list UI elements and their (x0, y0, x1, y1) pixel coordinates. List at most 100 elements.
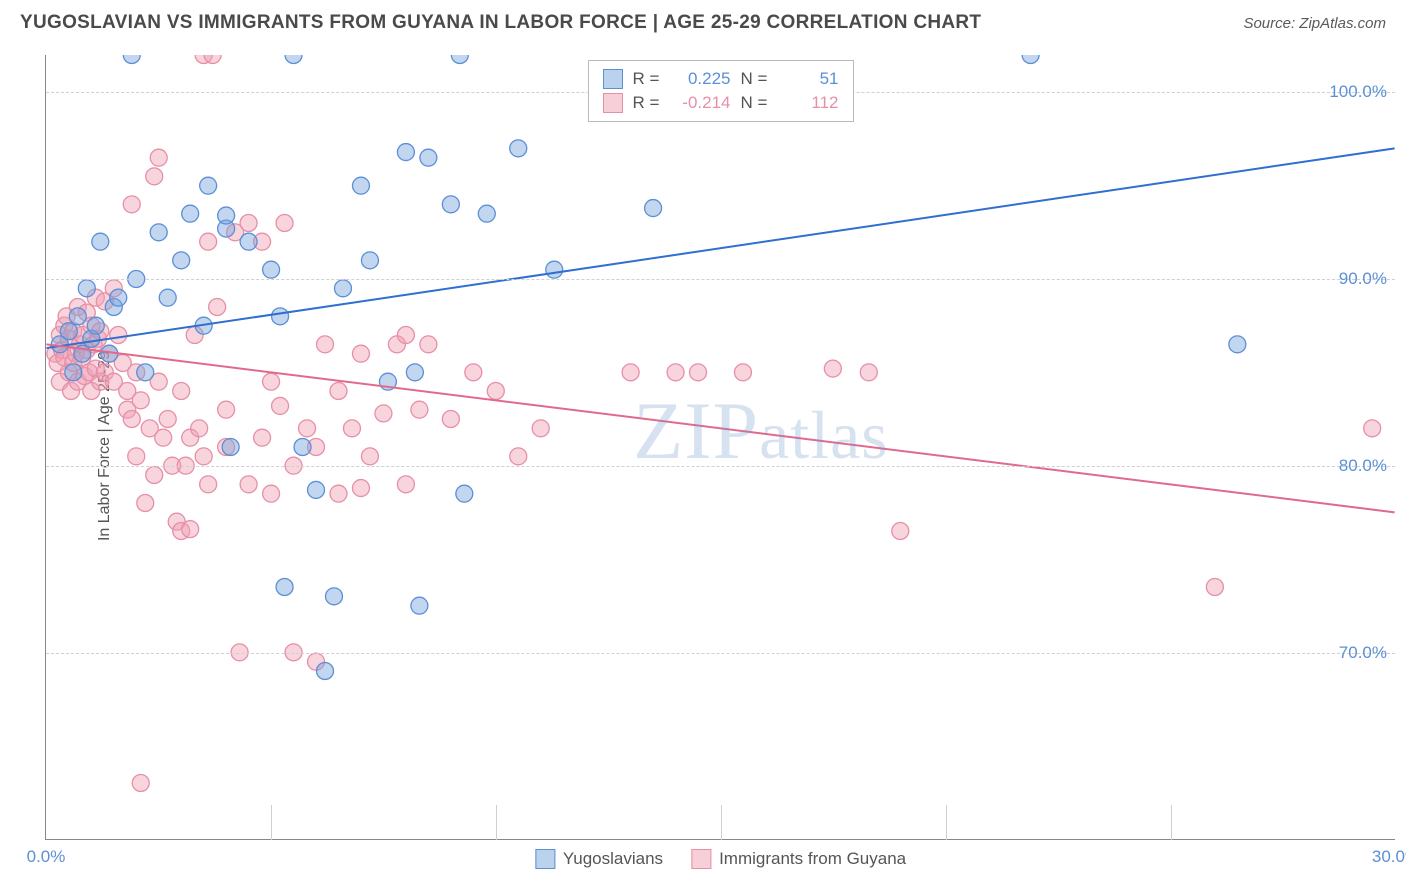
data-point (123, 55, 140, 63)
data-point (645, 200, 662, 217)
legend-item-a: Yugoslavians (535, 849, 663, 869)
data-point (276, 579, 293, 596)
data-point (892, 523, 909, 540)
data-point (442, 196, 459, 213)
swatch-blue-icon (603, 69, 623, 89)
data-point (510, 140, 527, 157)
data-point (361, 252, 378, 269)
data-point (397, 476, 414, 493)
data-point (173, 383, 190, 400)
data-point (240, 215, 257, 232)
data-point (272, 397, 289, 414)
gridline-h (46, 653, 1395, 654)
data-point (159, 289, 176, 306)
data-point (87, 317, 104, 334)
data-point (1022, 55, 1039, 63)
data-point (411, 401, 428, 418)
legend-item-b: Immigrants from Guyana (691, 849, 906, 869)
data-point (218, 207, 235, 224)
data-point (195, 448, 212, 465)
data-point (222, 439, 239, 456)
data-point (294, 439, 311, 456)
ytick-label: 100.0% (1329, 82, 1387, 102)
data-point (137, 364, 154, 381)
data-point (478, 205, 495, 222)
data-point (352, 177, 369, 194)
xtick-minor (496, 805, 497, 840)
data-point (132, 392, 149, 409)
data-point (397, 327, 414, 344)
data-point (110, 327, 127, 344)
data-point (78, 280, 95, 297)
data-point (406, 364, 423, 381)
data-point (352, 345, 369, 362)
data-point (317, 336, 334, 353)
data-point (330, 383, 347, 400)
swatch-pink-icon (691, 849, 711, 869)
data-point (150, 224, 167, 241)
data-point (326, 588, 343, 605)
xtick-label: 0.0% (27, 847, 66, 867)
ytick-label: 90.0% (1339, 269, 1387, 289)
data-point (110, 289, 127, 306)
data-point (1364, 420, 1381, 437)
data-point (155, 429, 172, 446)
data-point (375, 405, 392, 422)
data-point (532, 420, 549, 437)
data-point (860, 364, 877, 381)
chart-header: YUGOSLAVIAN VS IMMIGRANTS FROM GUYANA IN… (0, 0, 1406, 42)
chart-title: YUGOSLAVIAN VS IMMIGRANTS FROM GUYANA IN… (20, 12, 981, 34)
data-point (173, 252, 190, 269)
gridline-h (46, 279, 1395, 280)
data-point (65, 364, 82, 381)
data-point (299, 420, 316, 437)
data-point (159, 411, 176, 428)
data-point (146, 168, 163, 185)
ytick-label: 80.0% (1339, 456, 1387, 476)
data-point (263, 485, 280, 502)
data-point (361, 448, 378, 465)
data-point (200, 233, 217, 250)
data-point (456, 485, 473, 502)
data-point (137, 495, 154, 512)
series-legend: Yugoslavians Immigrants from Guyana (535, 849, 906, 869)
data-point (451, 55, 468, 63)
data-point (123, 196, 140, 213)
legend-row-a: R = 0.225 N = 51 (603, 67, 839, 91)
data-point (240, 476, 257, 493)
data-point (285, 55, 302, 63)
xtick-label: 30.0% (1372, 847, 1406, 867)
data-point (128, 448, 145, 465)
data-point (442, 411, 459, 428)
data-point (420, 336, 437, 353)
scatter-plot-svg (46, 55, 1395, 839)
data-point (272, 308, 289, 325)
chart-source: Source: ZipAtlas.com (1243, 15, 1386, 32)
data-point (420, 149, 437, 166)
data-point (191, 420, 208, 437)
correlation-legend: R = 0.225 N = 51 R = -0.214 N = 112 (588, 60, 854, 122)
data-point (734, 364, 751, 381)
data-point (263, 261, 280, 278)
data-point (1206, 579, 1223, 596)
data-point (240, 233, 257, 250)
data-point (254, 429, 271, 446)
data-point (397, 144, 414, 161)
chart-plot-area: ZIPatlas R = 0.225 N = 51 R = -0.214 N =… (45, 55, 1395, 840)
data-point (546, 261, 563, 278)
swatch-pink-icon (603, 93, 623, 113)
data-point (308, 481, 325, 498)
data-point (824, 360, 841, 377)
data-point (92, 233, 109, 250)
data-point (182, 521, 199, 538)
legend-row-b: R = -0.214 N = 112 (603, 91, 839, 115)
data-point (200, 476, 217, 493)
data-point (343, 420, 360, 437)
data-point (182, 205, 199, 222)
xtick-minor (721, 805, 722, 840)
xtick-minor (946, 805, 947, 840)
gridline-h (46, 466, 1395, 467)
ytick-label: 70.0% (1339, 643, 1387, 663)
data-point (510, 448, 527, 465)
data-point (60, 323, 77, 340)
